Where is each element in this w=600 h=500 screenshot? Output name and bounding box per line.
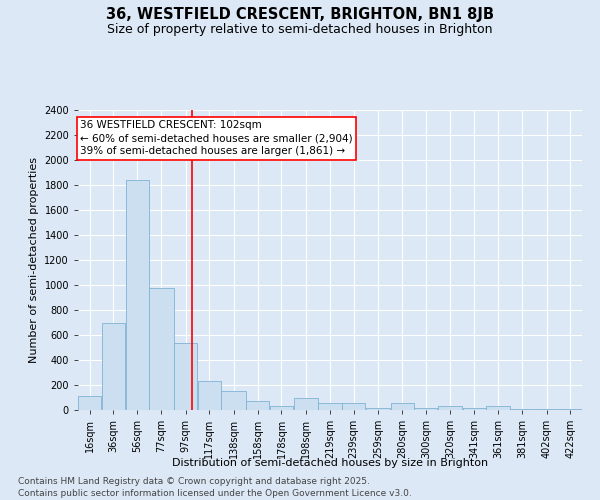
Bar: [535, 409, 558, 410]
Bar: [510, 409, 535, 410]
Bar: [463, 408, 486, 410]
Y-axis label: Number of semi-detached properties: Number of semi-detached properties: [29, 157, 38, 363]
Bar: [246, 401, 269, 410]
Bar: [198, 381, 221, 410]
Bar: [438, 406, 462, 410]
Bar: [125, 180, 149, 410]
Text: 36, WESTFIELD CRESCENT, BRIGHTON, BN1 8JB: 36, WESTFIELD CRESCENT, BRIGHTON, BN1 8J…: [106, 8, 494, 22]
Bar: [293, 398, 318, 410]
Text: Distribution of semi-detached houses by size in Brighton: Distribution of semi-detached houses by …: [172, 458, 488, 468]
Text: Contains HM Land Registry data © Crown copyright and database right 2025.
Contai: Contains HM Land Registry data © Crown c…: [18, 476, 412, 498]
Text: 36 WESTFIELD CRESCENT: 102sqm
← 60% of semi-detached houses are smaller (2,904)
: 36 WESTFIELD CRESCENT: 102sqm ← 60% of s…: [80, 120, 353, 156]
Bar: [487, 406, 509, 410]
Bar: [78, 396, 101, 410]
Bar: [221, 390, 246, 410]
Bar: [391, 403, 414, 410]
Bar: [174, 342, 197, 410]
Bar: [270, 406, 293, 410]
Text: Size of property relative to semi-detached houses in Brighton: Size of property relative to semi-detach…: [107, 22, 493, 36]
Bar: [342, 403, 365, 410]
Bar: [149, 288, 173, 410]
Bar: [414, 408, 437, 410]
Bar: [559, 409, 582, 410]
Bar: [319, 402, 341, 410]
Bar: [366, 408, 390, 410]
Bar: [102, 322, 125, 410]
